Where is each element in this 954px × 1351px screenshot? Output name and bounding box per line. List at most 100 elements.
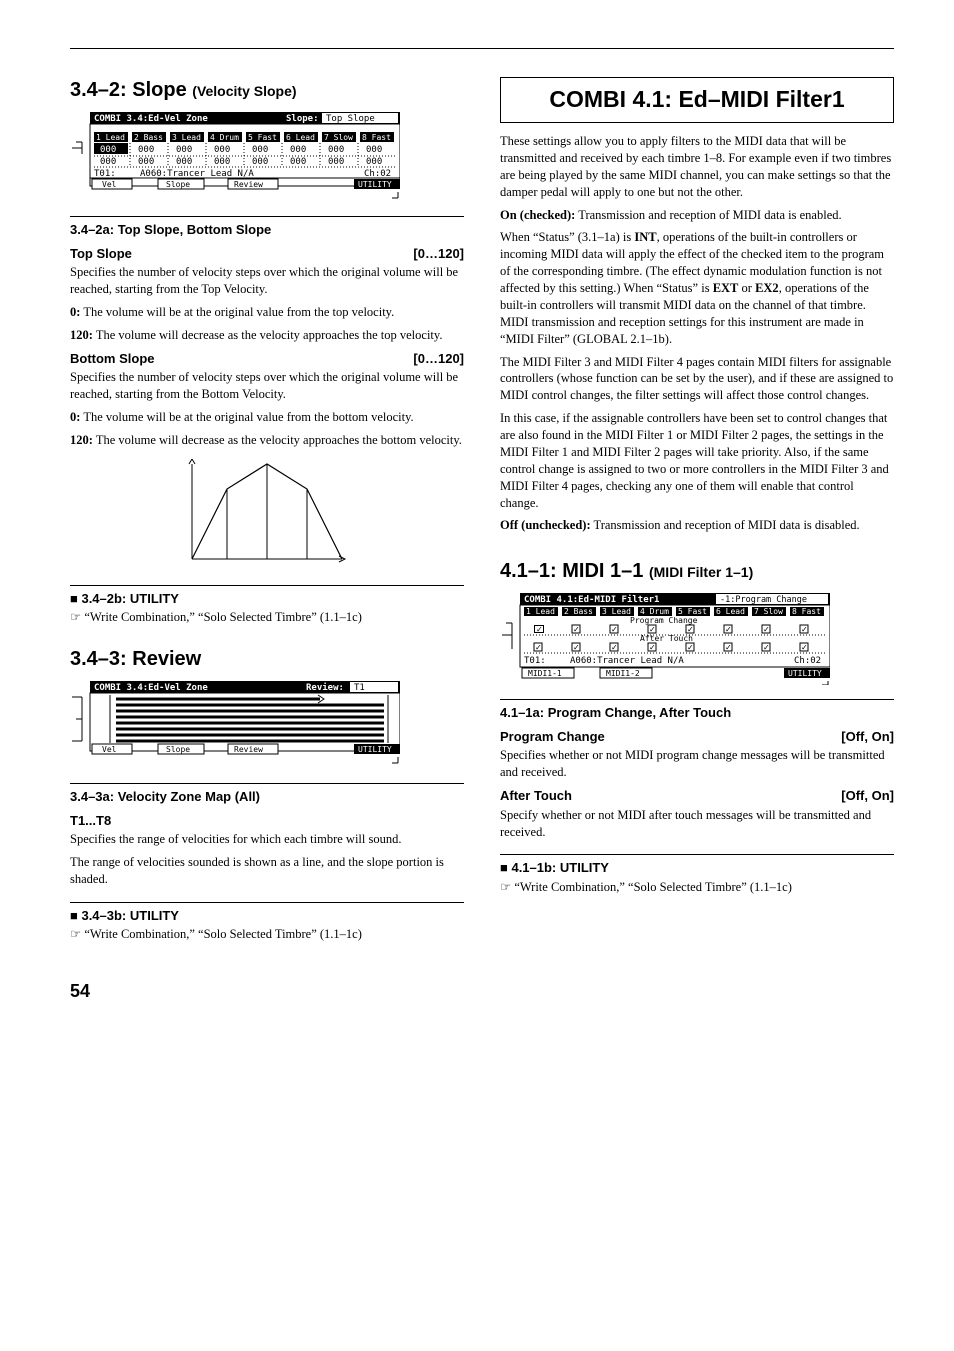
svg-text:✓: ✓ <box>725 625 732 634</box>
program-change-range: [Off, On] <box>841 728 894 746</box>
heading-342a: 3.4–2a: Top Slope, Bottom Slope <box>70 221 464 239</box>
top-slope-p2: 0: The volume will be at the original va… <box>70 304 464 321</box>
svg-text:4 Drum: 4 Drum <box>640 607 669 616</box>
top-slope-range: [0…120] <box>413 245 464 263</box>
svg-text:T01:: T01: <box>524 656 546 666</box>
right-column: COMBI 4.1: Ed–MIDI Filter1 These setting… <box>500 77 894 949</box>
svg-text:UTILITY: UTILITY <box>358 745 392 754</box>
svg-text:T1: T1 <box>354 683 365 693</box>
svg-text:Review:: Review: <box>306 682 344 693</box>
svg-text:Program Change: Program Change <box>630 616 698 625</box>
svg-text:7 Slow: 7 Slow <box>324 133 353 142</box>
svg-text:Vel: Vel <box>102 180 117 189</box>
svg-text:Review: Review <box>234 180 263 189</box>
heading-342b: ■ 3.4–2b: UTILITY <box>70 590 464 608</box>
svg-text:000: 000 <box>366 157 382 167</box>
svg-text:000: 000 <box>176 145 192 155</box>
svg-text:Vel: Vel <box>102 745 117 754</box>
svg-text:✓: ✓ <box>573 643 580 652</box>
param-t1t8: T1...T8 <box>70 812 464 830</box>
svg-text:Slope: Slope <box>166 745 190 754</box>
bottom-slope-p1: Specifies the number of velocity steps o… <box>70 369 464 403</box>
chapter-p2: On (checked): Transmission and reception… <box>500 207 894 224</box>
svg-text:✓: ✓ <box>725 643 732 652</box>
param-top-slope: Top Slope [0…120] <box>70 245 464 263</box>
svg-text:000: 000 <box>138 157 154 167</box>
svg-text:000: 000 <box>214 145 230 155</box>
svg-text:000: 000 <box>252 157 268 167</box>
after-touch-range: [Off, On] <box>841 787 894 805</box>
section-411-title: 4.1–1: MIDI 1–1 <box>500 560 643 582</box>
text-342b: ☞ “Write Combination,” “Solo Selected Ti… <box>70 609 464 626</box>
svg-text:7 Slow: 7 Slow <box>754 607 783 616</box>
page-number: 54 <box>70 979 894 1003</box>
svg-text:8 Fast: 8 Fast <box>362 133 391 142</box>
svg-text:000: 000 <box>290 157 306 167</box>
svg-text:000: 000 <box>214 157 230 167</box>
svg-text:✓: ✓ <box>801 625 808 634</box>
chapter-p3: When “Status” (3.1–1a) is INT, operation… <box>500 229 894 347</box>
svg-text:✓: ✓ <box>611 643 618 652</box>
top-slope-p1: Specifies the number of velocity steps o… <box>70 264 464 298</box>
svg-text:MIDI1-1: MIDI1-1 <box>528 669 562 678</box>
svg-text:1 Lead: 1 Lead <box>526 607 555 616</box>
svg-text:000: 000 <box>366 145 382 155</box>
svg-text:4 Drum: 4 Drum <box>210 133 239 142</box>
svg-text:MIDI1-2: MIDI1-2 <box>606 669 640 678</box>
svg-text:✓: ✓ <box>801 643 808 652</box>
screenshot-343: COMBI 3.4:Ed-Vel Zone Review: T1 <box>70 681 464 769</box>
svg-text:6 Lead: 6 Lead <box>716 607 745 616</box>
svg-text:A060:Trancer Lead N/A: A060:Trancer Lead N/A <box>570 656 684 666</box>
chapter-title: COMBI 4.1: Ed–MIDI Filter1 <box>500 77 894 123</box>
text-411b: ☞ “Write Combination,” “Solo Selected Ti… <box>500 879 894 896</box>
svg-text:COMBI 3.4:Ed-Vel Zone: COMBI 3.4:Ed-Vel Zone <box>94 114 208 124</box>
svg-text:Slope: Slope <box>166 180 190 189</box>
section-411-heading: 4.1–1: MIDI 1–1 (MIDI Filter 1–1) <box>500 558 894 585</box>
t1t8-p1: Specifies the range of velocities for wh… <box>70 831 464 848</box>
top-slope-label: Top Slope <box>70 245 132 263</box>
svg-text:5 Fast: 5 Fast <box>678 607 707 616</box>
section-342-title: 3.4–2: Slope <box>70 79 187 101</box>
velocity-curve-diagram <box>70 459 464 569</box>
chapter-p5: In this case, if the assignable controll… <box>500 410 894 511</box>
program-change-label: Program Change <box>500 728 605 746</box>
svg-text:000: 000 <box>100 157 116 167</box>
param-after-touch: After Touch [Off, On] <box>500 787 894 805</box>
heading-343a: 3.4–3a: Velocity Zone Map (All) <box>70 788 464 806</box>
program-change-p: Specifies whether or not MIDI program ch… <box>500 747 894 781</box>
svg-text:6 Lead: 6 Lead <box>286 133 315 142</box>
after-touch-label: After Touch <box>500 787 572 805</box>
svg-text:2 Bass: 2 Bass <box>564 607 593 616</box>
screenshot-342: COMBI 3.4:Ed-Vel Zone Slope: Top Slope T… <box>70 112 464 202</box>
svg-text:-1:Program Change: -1:Program Change <box>720 595 807 605</box>
chapter-p4: The MIDI Filter 3 and MIDI Filter 4 page… <box>500 354 894 405</box>
svg-text:1 Lead: 1 Lead <box>96 133 125 142</box>
svg-text:✓: ✓ <box>649 643 656 652</box>
t1t8-p2: The range of velocities sounded is shown… <box>70 854 464 888</box>
svg-text:✓: ✓ <box>573 625 580 634</box>
svg-text:✓: ✓ <box>687 643 694 652</box>
section-342-heading: 3.4–2: Slope (Velocity Slope) <box>70 77 464 104</box>
svg-text:3 Lead: 3 Lead <box>172 133 201 142</box>
svg-text:000: 000 <box>176 157 192 167</box>
screenshot-411: COMBI 4.1:Ed-MIDI Filter1 -1:Program Cha… <box>500 593 894 685</box>
svg-text:Review: Review <box>234 745 263 754</box>
bottom-slope-p2: 0: The volume will be at the original va… <box>70 409 464 426</box>
param-bottom-slope: Bottom Slope [0…120] <box>70 350 464 368</box>
section-342-subtitle: (Velocity Slope) <box>192 83 296 99</box>
heading-343b: ■ 3.4–3b: UTILITY <box>70 907 464 925</box>
svg-text:✓: ✓ <box>687 625 694 634</box>
svg-text:8 Fast: 8 Fast <box>792 607 821 616</box>
svg-text:3 Lead: 3 Lead <box>602 607 631 616</box>
chapter-p6: Off (unchecked): Transmission and recept… <box>500 517 894 534</box>
svg-text:000: 000 <box>252 145 268 155</box>
bottom-slope-p3: 120: The volume will decrease as the vel… <box>70 432 464 449</box>
svg-text:Slope:: Slope: <box>286 114 319 124</box>
t1t8-label: T1...T8 <box>70 812 111 830</box>
svg-text:UTILITY: UTILITY <box>358 180 392 189</box>
svg-text:✓: ✓ <box>536 625 543 634</box>
left-column: 3.4–2: Slope (Velocity Slope) COMBI 3.4:… <box>70 77 464 949</box>
svg-text:✓: ✓ <box>763 643 770 652</box>
svg-text:After Touch: After Touch <box>640 634 693 643</box>
svg-text:Top Slope: Top Slope <box>326 114 375 124</box>
